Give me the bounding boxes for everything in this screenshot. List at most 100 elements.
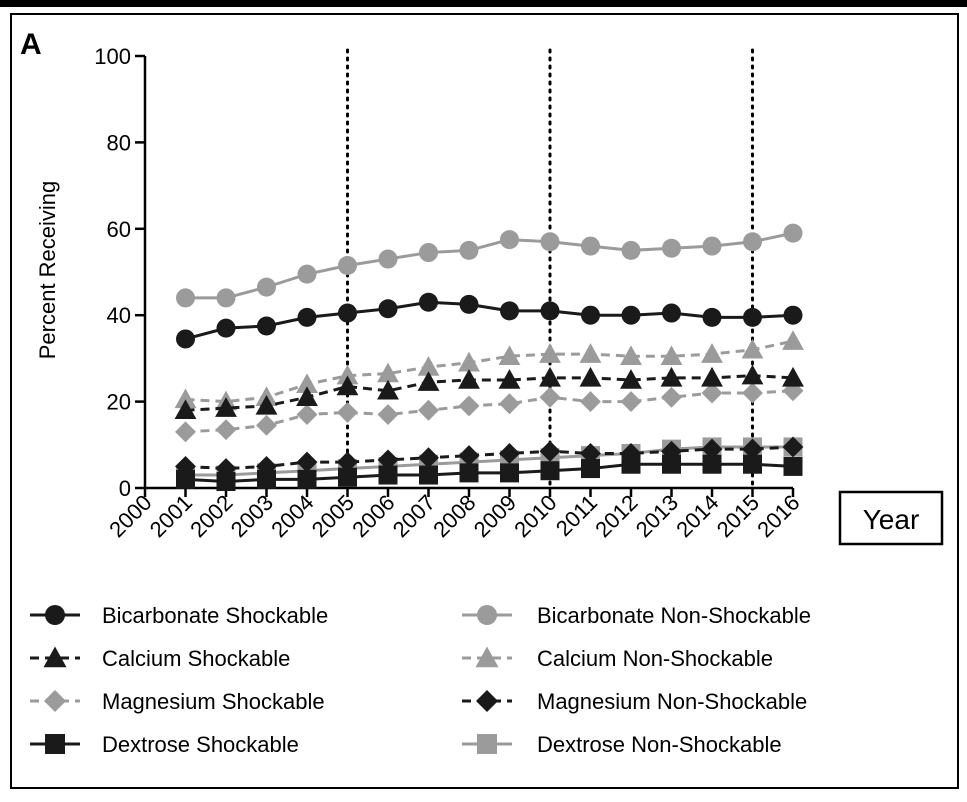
data-point	[255, 394, 278, 415]
data-point	[174, 399, 197, 419]
legend-item: Bicarbonate Non-Shockable	[462, 603, 811, 628]
y-tick-label: 0	[119, 476, 131, 501]
legend-marker	[45, 734, 65, 754]
x-tick-label: 2009	[469, 490, 521, 542]
data-point	[297, 469, 317, 489]
data-point	[579, 343, 602, 363]
data-point	[338, 256, 357, 276]
data-point	[580, 391, 601, 413]
data-point	[662, 238, 681, 258]
data-point	[702, 307, 722, 327]
data-point	[296, 404, 318, 426]
data-point	[458, 351, 480, 372]
data-point	[216, 318, 236, 338]
data-point	[377, 404, 399, 426]
data-point	[338, 467, 357, 487]
data-point	[174, 388, 197, 409]
series-line	[185, 462, 794, 484]
y-tick-label: 100	[94, 44, 131, 69]
data-point	[418, 399, 439, 421]
data-point	[743, 454, 762, 474]
legend-item: Magnesium Shockable	[30, 689, 325, 714]
x-tick-label: 2005	[307, 490, 359, 542]
legend-marker	[477, 734, 497, 754]
data-point	[459, 463, 479, 483]
x-axis-label: Year	[863, 504, 920, 535]
data-point	[701, 343, 723, 363]
data-point	[459, 294, 479, 314]
data-point	[500, 463, 519, 483]
x-tick-label: 2006	[347, 490, 399, 542]
legend: Bicarbonate Shockable Bicarbonate Non-Sho…	[30, 603, 811, 757]
data-point	[701, 366, 723, 387]
x-tick-label: 2002	[185, 490, 237, 542]
data-point	[257, 316, 276, 336]
data-point	[540, 301, 560, 321]
data-point	[377, 449, 399, 471]
data-point	[620, 345, 642, 365]
x-tick-label: 2001	[145, 490, 197, 542]
data-point	[296, 373, 318, 394]
data-point	[176, 329, 195, 349]
series-line	[185, 374, 794, 412]
legend-marker	[45, 605, 65, 625]
legend-marker	[44, 690, 66, 712]
legend-marker	[476, 690, 498, 712]
series-line	[185, 300, 794, 341]
x-tick-label: 2012	[590, 490, 642, 542]
legend-item: Magnesium Non-Shockable	[462, 689, 807, 714]
data-point	[499, 442, 520, 464]
legend-label: Calcium Shockable	[102, 646, 290, 671]
series-bicarbonate-shockable	[176, 292, 803, 349]
data-point	[539, 440, 561, 462]
data-point	[257, 277, 276, 297]
data-point	[783, 456, 803, 476]
x-tick-label: 2015	[712, 490, 764, 542]
legend-item: Calcium Shockable	[30, 646, 290, 671]
legend-label: Bicarbonate Non-Shockable	[537, 603, 811, 628]
data-point	[296, 451, 318, 473]
data-point	[581, 236, 600, 256]
plot-area: 0 20 40 60 80 100 2000200120022003200420052006…	[94, 44, 804, 542]
data-point	[783, 223, 803, 243]
data-point	[743, 232, 762, 252]
legend-label: Dextrose Non-Shockable	[537, 732, 782, 757]
data-point	[297, 264, 317, 284]
data-point	[216, 472, 236, 492]
data-point	[175, 421, 196, 443]
legend-marker	[475, 646, 499, 668]
data-point	[621, 305, 641, 325]
data-point	[378, 249, 398, 269]
legend-item: Calcium Non-Shockable	[462, 646, 773, 671]
data-point	[337, 401, 358, 423]
data-point	[216, 288, 236, 308]
data-point	[540, 461, 560, 481]
data-point	[660, 366, 683, 387]
y-tick-label: 40	[107, 303, 131, 328]
data-point	[336, 375, 359, 396]
data-point	[662, 454, 681, 474]
x-tick-label: 2013	[631, 490, 683, 542]
y-tick-label: 80	[107, 130, 131, 155]
data-point	[581, 459, 600, 479]
data-point	[621, 454, 641, 474]
x-tick-label: 2000	[104, 490, 156, 542]
data-point	[378, 465, 398, 485]
data-point	[741, 338, 764, 359]
data-point	[336, 364, 359, 385]
y-tick-label: 60	[107, 217, 131, 242]
data-point	[743, 307, 762, 327]
series-line	[185, 445, 793, 477]
data-point	[620, 391, 642, 413]
data-point	[256, 414, 277, 436]
series-line	[185, 389, 794, 434]
data-point	[702, 236, 722, 256]
data-point	[337, 451, 358, 473]
data-point	[458, 369, 480, 389]
data-point	[419, 243, 438, 263]
data-point	[498, 369, 521, 389]
data-point	[378, 299, 398, 319]
x-tick-label: 2008	[428, 490, 480, 542]
